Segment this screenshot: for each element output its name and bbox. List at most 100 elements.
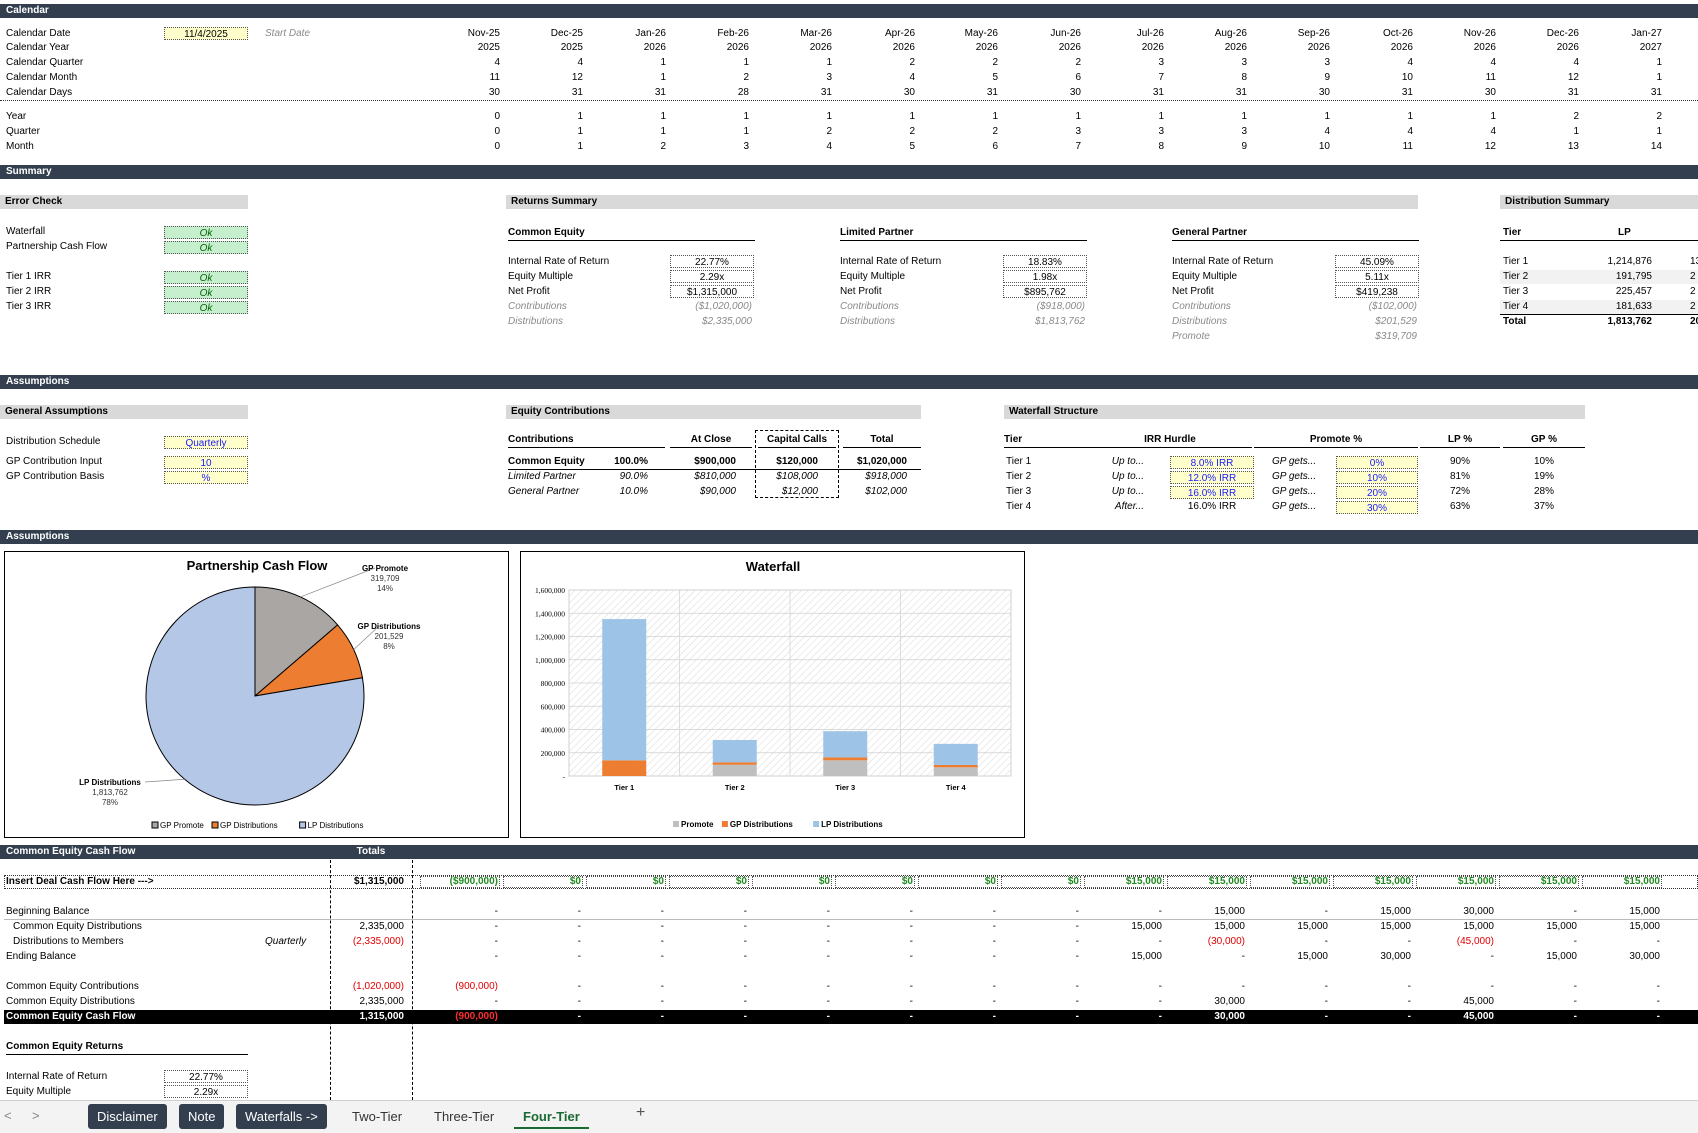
period-cell: 0 (494, 111, 500, 122)
next-sheet-arrow[interactable]: > (32, 1108, 40, 1123)
bar-category-label: Tier 4 (946, 783, 967, 792)
calendar-cell: 1 (826, 57, 832, 68)
waterfall-lp-pct: 90% (1449, 456, 1470, 467)
insert-cell-input[interactable]: $15,000 (1457, 876, 1494, 887)
calendar-date-input[interactable]: 11/4/2025 (164, 27, 248, 40)
period-cell: 1 (1158, 111, 1164, 122)
insert-cell-input[interactable]: $0 (652, 876, 664, 887)
insert-cell-input[interactable]: $0 (569, 876, 581, 887)
calendar-cell: Feb-26 (717, 28, 749, 39)
promote-input[interactable]: 0% (1336, 456, 1418, 469)
returns-row-label: Contributions (840, 301, 899, 312)
tab-disclaimer[interactable]: Disclaimer (88, 1104, 167, 1129)
insert-cell-box (586, 876, 666, 888)
bar-legend-label: Promote (681, 820, 714, 829)
waterfall-gp-pct: 19% (1533, 471, 1554, 482)
calendar-cell: Oct-26 (1382, 28, 1413, 39)
period-cell: 1 (1075, 111, 1081, 122)
insert-cell-input[interactable]: $15,000 (1208, 876, 1245, 887)
bar-chart-panel[interactable]: Waterfall - 200,000 400,000 600,000 800,000 1,… (520, 551, 1025, 838)
bar-ytick-label: 600,000 (541, 702, 566, 711)
tab-four-tier[interactable]: Four-Tier (514, 1104, 589, 1129)
returns-row-label: Net Profit (508, 286, 550, 297)
prev-sheet-arrow[interactable]: < (4, 1108, 12, 1123)
returns-value: $895,762 (1003, 285, 1087, 298)
irr-hurdle-input[interactable]: 16.0% IRR (1170, 486, 1254, 499)
cashflow-row-label: Beginning Balance (6, 906, 90, 917)
tab-two-tier[interactable]: Two-Tier (352, 1109, 403, 1124)
add-sheet-button[interactable]: + (636, 1104, 646, 1121)
cashflow-return-label: Equity Multiple (6, 1086, 72, 1097)
cf-row-background (4, 1010, 1698, 1024)
insert-cell-input[interactable]: $15,000 (1374, 876, 1411, 887)
promote-input[interactable]: 30% (1336, 501, 1418, 514)
insert-cell-input[interactable]: $0 (818, 876, 830, 887)
totals-left-rule (330, 860, 331, 1100)
tab-note[interactable]: Note (179, 1104, 225, 1129)
insert-cell-input[interactable]: $15,000 (1540, 876, 1577, 887)
equity-close: $900,000 (694, 456, 736, 467)
tab-three-tier[interactable]: Three-Tier (434, 1109, 495, 1124)
calendar-cell: Sep-26 (1297, 28, 1330, 39)
general-assumption-input[interactable]: 10 (164, 456, 248, 469)
calendar-cell: 2026 (892, 42, 915, 53)
period-cell: 3 (1241, 126, 1247, 137)
waterfall-header: Tier (1004, 433, 1088, 448)
cashflow-cell: 15,000 (1546, 951, 1577, 962)
cf-cell: - (660, 1011, 664, 1022)
cashflow-cell: - (909, 921, 913, 932)
period-cell: 1 (577, 111, 583, 122)
equity-total: $918,000 (865, 471, 907, 482)
bar-legend-swatch (673, 821, 679, 827)
general-assumption-input[interactable]: Quarterly (164, 436, 248, 449)
insert-cell-input[interactable]: $15,000 (1623, 876, 1660, 887)
returns-value: $1,813,762 (1034, 316, 1085, 327)
cashflow-cell: - (909, 951, 913, 962)
irr-hurdle-value: 16.0% IRR (1187, 501, 1237, 512)
pie-label-value: 1,813,762 (92, 788, 128, 797)
insert-cell-input[interactable]: $0 (984, 876, 996, 887)
contrib-cell: - (743, 996, 747, 1007)
promote-input[interactable]: 20% (1336, 486, 1418, 499)
distribution-summary-header: Distribution Summary (1500, 195, 1698, 209)
irr-hurdle-input[interactable]: 12.0% IRR (1170, 471, 1254, 484)
contrib-row-label: Common Equity Contributions (6, 981, 139, 992)
waterfall-tier: Tier 3 (1006, 486, 1032, 497)
calendar-cell: 2026 (1058, 42, 1081, 53)
returns-value: 1.98x (1003, 270, 1087, 283)
calendar-cell: 1 (1656, 72, 1662, 83)
calendar-cell: Mar-26 (800, 28, 832, 39)
equity-header-calls: Capital Calls (758, 433, 836, 448)
waterfall-gp-gets: GP gets... (1272, 456, 1317, 467)
period-cell: 0 (494, 141, 500, 152)
bar-ytick-label: 400,000 (541, 726, 566, 735)
summary-section-header: Summary (0, 165, 1698, 179)
cashflow-row-label: Distributions to Members (13, 936, 124, 947)
bar-ytick-label: 200,000 (541, 749, 566, 758)
pie-legend-swatch (299, 821, 307, 829)
insert-cell-input[interactable]: $0 (735, 876, 747, 887)
calendar-row-label: Calendar Date (6, 28, 71, 39)
cashflow-cell: 15,000 (1380, 921, 1411, 932)
tab-waterfalls[interactable]: Waterfalls -> (236, 1104, 327, 1129)
pie-chart-panel[interactable]: Partnership Cash Flow GP Promote 319,709 14… (4, 551, 509, 838)
insert-cell-input[interactable]: $0 (901, 876, 913, 887)
insert-cell-input[interactable]: ($900,000) (449, 876, 498, 887)
cashflow-row-label: Ending Balance (6, 951, 77, 962)
calendar-cell: 5 (992, 72, 998, 83)
dist-total-label: Total (1503, 316, 1527, 327)
start-date-label: Start Date (265, 28, 311, 39)
promote-input[interactable]: 10% (1336, 471, 1418, 484)
cashflow-cell: - (1075, 906, 1079, 917)
general-assumption-input[interactable]: % (164, 471, 248, 484)
insert-cell-input[interactable]: $15,000 (1291, 876, 1328, 887)
pie-label-pct: 78% (102, 798, 118, 807)
cf-cell: (900,000) (455, 1011, 498, 1022)
calendar-cell: 1 (1656, 57, 1662, 68)
error-check-label: Partnership Cash Flow (6, 241, 108, 252)
period-cell: 3 (1075, 126, 1081, 137)
insert-cell-input[interactable]: $0 (1067, 876, 1079, 887)
cf-cell: - (1324, 1011, 1328, 1022)
insert-cell-input[interactable]: $15,000 (1125, 876, 1162, 887)
irr-hurdle-input[interactable]: 8.0% IRR (1170, 456, 1254, 469)
